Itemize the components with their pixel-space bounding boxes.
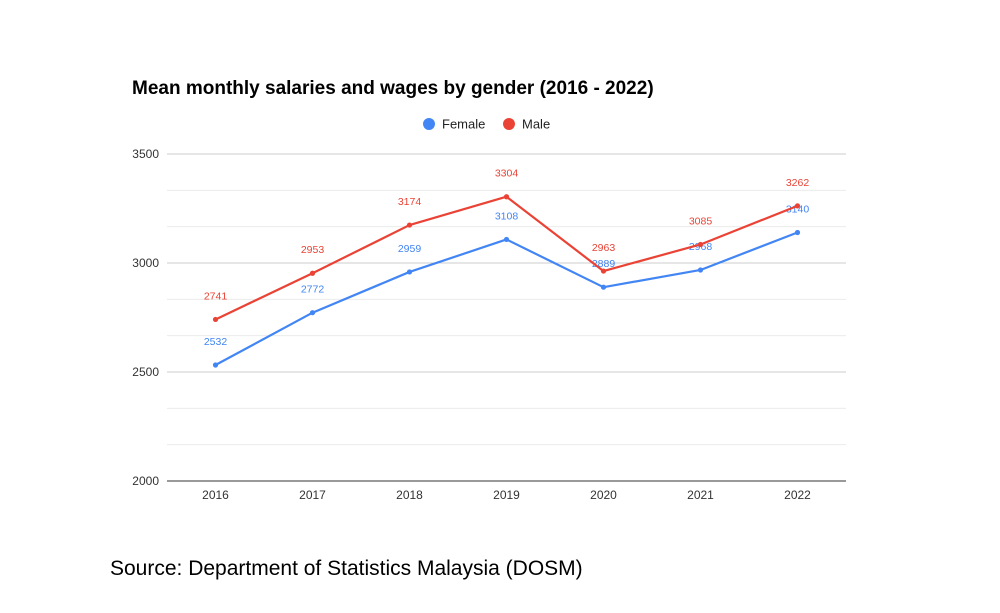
data-point — [212, 316, 219, 323]
data-point — [600, 268, 607, 274]
data-label: 2953 — [301, 244, 325, 256]
data-point — [697, 241, 704, 248]
y-tick-label: 3500 — [132, 147, 159, 161]
x-tick-label: 2020 — [590, 488, 617, 502]
data-point — [503, 236, 510, 243]
data-point — [212, 362, 219, 368]
x-tick-label: 2018 — [396, 488, 423, 502]
data-label: 2772 — [301, 284, 325, 296]
legend-marker-female — [423, 118, 435, 130]
legend-marker-male — [503, 118, 515, 130]
data-point — [794, 229, 801, 236]
data-label: 3108 — [495, 210, 519, 222]
x-tick-label: 2016 — [202, 488, 229, 502]
data-label: 3304 — [495, 168, 519, 180]
y-tick-label: 2500 — [132, 365, 159, 379]
x-tick-label: 2019 — [493, 488, 520, 502]
data-label: 2741 — [204, 290, 228, 302]
y-tick-label: 2000 — [132, 474, 159, 488]
data-label: 2532 — [204, 336, 228, 348]
x-tick-label: 2022 — [784, 488, 811, 502]
x-tick-label: 2021 — [687, 488, 714, 502]
data-point — [406, 222, 413, 228]
data-point — [503, 194, 510, 200]
data-point — [697, 267, 704, 273]
source-note: Source: Department of Statistics Malaysi… — [110, 557, 583, 580]
data-label: 2963 — [592, 242, 616, 254]
data-point — [794, 203, 801, 209]
data-label: 3085 — [689, 215, 713, 227]
chart-title: Mean monthly salaries and wages by gende… — [132, 78, 654, 99]
legend-label-male: Male — [522, 117, 550, 132]
x-tick-label: 2017 — [299, 488, 326, 502]
data-point — [309, 270, 316, 276]
data-label: 3174 — [398, 196, 422, 208]
data-point — [309, 310, 316, 316]
data-label: 3140 — [786, 203, 810, 215]
data-point — [600, 284, 607, 290]
data-point — [406, 269, 413, 275]
data-label: 2959 — [398, 243, 422, 255]
y-tick-label: 3000 — [132, 256, 159, 270]
data-label: 3262 — [786, 177, 810, 189]
legend-label-female: Female — [442, 117, 485, 132]
